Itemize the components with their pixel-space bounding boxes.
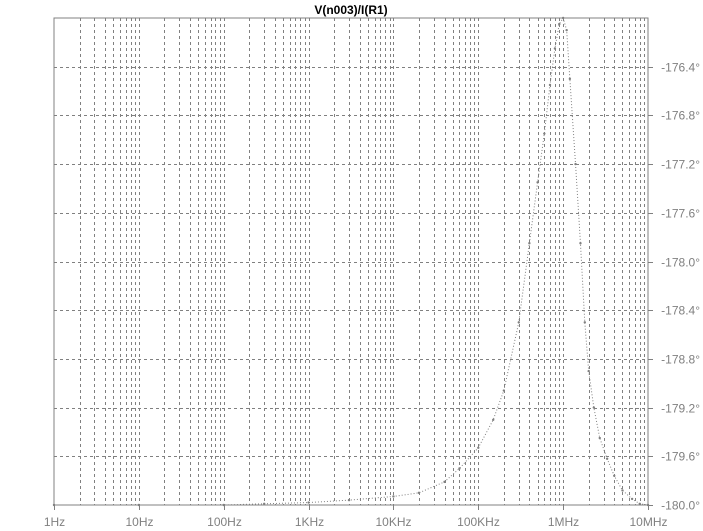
data-point — [443, 480, 446, 484]
data-point — [502, 389, 506, 392]
data-point — [137, 503, 141, 507]
data-point — [392, 495, 395, 498]
data-point — [543, 132, 546, 135]
data-point — [587, 369, 590, 373]
y-tick-label: -178.0° — [661, 256, 700, 270]
x-tick-label: 1Hz — [44, 515, 65, 529]
y-tick-label: -179.2° — [661, 402, 700, 416]
y-tick-label: -177.2° — [661, 158, 700, 172]
data-point — [492, 418, 495, 421]
series-line — [54, 16, 649, 506]
data-point — [646, 503, 650, 507]
data-point — [574, 162, 577, 166]
x-tick-label: 10Hz — [125, 515, 153, 529]
data-point — [222, 503, 225, 507]
x-tick-labels: 1Hz 10Hz 100Hz 1KHz 10KHz 100KHz 1MHz 10MHz — [44, 515, 668, 529]
x-tick-label: 10MHz — [629, 515, 667, 529]
y-tick-labels: -176.4° -176.8° -177.2° -177.6° -178.0° -178.… — [661, 61, 700, 513]
data-point — [528, 242, 531, 245]
data-point — [548, 83, 552, 87]
data-point — [565, 28, 568, 32]
x-tick-label: 1KHz — [295, 515, 324, 529]
data-point — [621, 489, 624, 492]
data-point — [553, 47, 557, 50]
x-tick-label: 10KHz — [375, 515, 411, 529]
y-tick-label: -179.6° — [661, 450, 700, 464]
data-point — [598, 436, 601, 440]
data-point — [477, 446, 480, 449]
data-point — [52, 503, 56, 507]
data-point — [638, 502, 641, 505]
data-point — [630, 497, 634, 501]
plot-frame — [53, 17, 649, 506]
data-point — [592, 406, 596, 409]
x-tick-label: 100KHz — [457, 515, 500, 529]
y-tick-label: -178.4° — [661, 304, 700, 318]
data-point — [458, 467, 461, 470]
data-point — [605, 457, 609, 460]
data-point — [536, 181, 539, 184]
chart-title: V(n003)/I(R1) — [314, 3, 387, 17]
data-point — [561, 16, 565, 20]
y-tick-label: -180.0° — [661, 499, 700, 513]
data-point — [579, 242, 582, 245]
data-point — [417, 491, 421, 495]
x-tick-label: 1MHz — [548, 515, 579, 529]
data-point — [568, 77, 572, 81]
data-point — [517, 321, 520, 324]
data-point — [263, 502, 266, 505]
x-tick-label: 100Hz — [207, 515, 242, 529]
y-tick-label: -176.8° — [661, 109, 700, 123]
data-point — [613, 474, 616, 477]
data-point — [307, 501, 310, 504]
grid-lines — [54, 18, 648, 505]
series-layer — [52, 16, 650, 507]
y-tick-label: -177.6° — [661, 207, 700, 221]
data-point — [347, 498, 351, 502]
y-tick-label: -176.4° — [661, 61, 700, 75]
data-point — [558, 22, 561, 26]
data-point — [583, 321, 586, 324]
y-tick-label: -178.8° — [661, 353, 700, 367]
